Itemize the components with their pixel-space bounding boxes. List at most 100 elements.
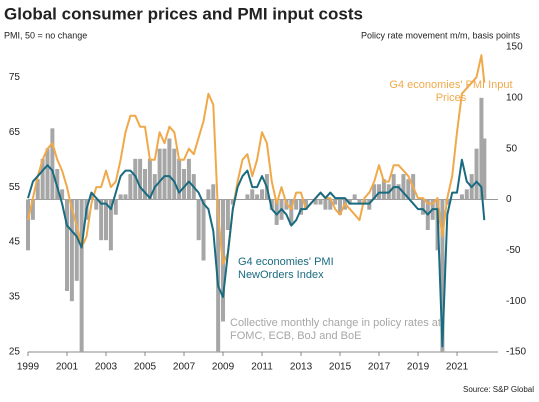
bar: [118, 194, 123, 200]
bar: [133, 158, 138, 200]
bar: [372, 184, 377, 200]
bar: [294, 199, 299, 210]
bar: [108, 199, 113, 251]
bar: [225, 199, 230, 230]
bar: [474, 148, 479, 200]
bar: [318, 199, 323, 205]
bar: [89, 194, 94, 200]
bar: [182, 169, 187, 200]
bar: [123, 194, 128, 200]
y2-tick-label: -100: [506, 296, 526, 307]
y-tick-label: 25: [9, 347, 21, 358]
bar: [113, 199, 118, 215]
y2-tick-label: 150: [506, 42, 523, 53]
bar: [406, 179, 411, 200]
bar: [464, 189, 469, 200]
y2-axis-label: Policy rate movement m/m, basis points: [361, 30, 521, 40]
bar: [420, 199, 425, 215]
bar: [338, 199, 343, 215]
bar: [167, 138, 172, 200]
bar: [381, 179, 386, 200]
bar: [303, 199, 308, 210]
y2-tick-label: 100: [506, 92, 523, 103]
bar: [143, 169, 148, 200]
source: Source: S&P Global: [463, 385, 534, 394]
bar: [104, 199, 109, 241]
bar: [479, 97, 484, 200]
bar: [333, 199, 338, 205]
bar: [65, 199, 70, 291]
x-tick-label: 2003: [95, 362, 118, 373]
bar: [99, 199, 104, 241]
y2-tick-label: -50: [506, 245, 521, 256]
bar: [250, 189, 255, 200]
bar: [45, 148, 50, 200]
bar: [401, 174, 406, 200]
chart-title: Global consumer prices and PMI input cos…: [4, 4, 363, 23]
bar: [440, 199, 445, 352]
bar: [147, 158, 152, 200]
bar: [482, 138, 487, 200]
line: [27, 158, 486, 348]
bar: [260, 189, 265, 200]
x-tick-label: 2001: [56, 362, 79, 373]
x-tick-label: 2021: [446, 362, 469, 373]
bar: [323, 199, 328, 210]
y-tick-label: 35: [9, 292, 21, 303]
bar: [79, 199, 84, 352]
bar: [60, 189, 65, 200]
bar: [313, 199, 318, 205]
bar: [328, 199, 333, 210]
bar: [69, 199, 74, 302]
x-tick-label: 2017: [368, 362, 391, 373]
bar: [274, 199, 279, 225]
bar: [172, 148, 177, 200]
bar: [352, 194, 357, 200]
y-axis-label: PMI, 50 = no change: [4, 30, 87, 40]
bar: [396, 184, 401, 200]
x-tick-label: 2011: [251, 362, 273, 373]
x-tick-label: 1999: [17, 362, 40, 373]
series-label: G4 economies' PMI Input Prices: [389, 79, 513, 104]
bar: [177, 158, 182, 200]
y-tick-label: 55: [9, 182, 21, 193]
bar: [245, 194, 250, 200]
y2-tick-label: 0: [506, 194, 512, 205]
bar: [35, 179, 40, 200]
x-tick-label: 2007: [173, 362, 196, 373]
bar: [347, 199, 352, 205]
bar: [30, 199, 35, 220]
bar: [50, 128, 55, 200]
bar: [186, 158, 191, 200]
y2-tick-label: 50: [506, 143, 518, 154]
bar: [459, 194, 464, 200]
bar: [162, 148, 167, 200]
bar: [289, 199, 294, 225]
y-tick-label: 65: [9, 127, 21, 138]
y2-tick-label: -150: [506, 347, 526, 358]
y-tick-label: 45: [9, 237, 21, 248]
bar: [357, 199, 362, 205]
series-label: G4 economies' PMI NewOrders Index: [238, 256, 334, 281]
x-tick-label: 2019: [407, 362, 430, 373]
bar: [138, 158, 143, 200]
bar: [26, 199, 30, 251]
bar: [40, 158, 45, 200]
series-label: Collective monthly change in policy rate…: [230, 317, 441, 342]
bar: [74, 199, 79, 281]
x-tick-label: 2015: [329, 362, 352, 373]
bar: [299, 199, 304, 215]
bar: [230, 199, 235, 205]
x-tick-label: 2013: [290, 362, 313, 373]
bar: [196, 199, 201, 241]
line: [27, 54, 486, 266]
bar: [206, 189, 211, 200]
x-tick-label: 2005: [134, 362, 157, 373]
bar: [157, 148, 162, 200]
bar: [255, 194, 260, 200]
bar: [201, 199, 206, 261]
bar: [211, 184, 216, 200]
bar: [94, 199, 99, 210]
